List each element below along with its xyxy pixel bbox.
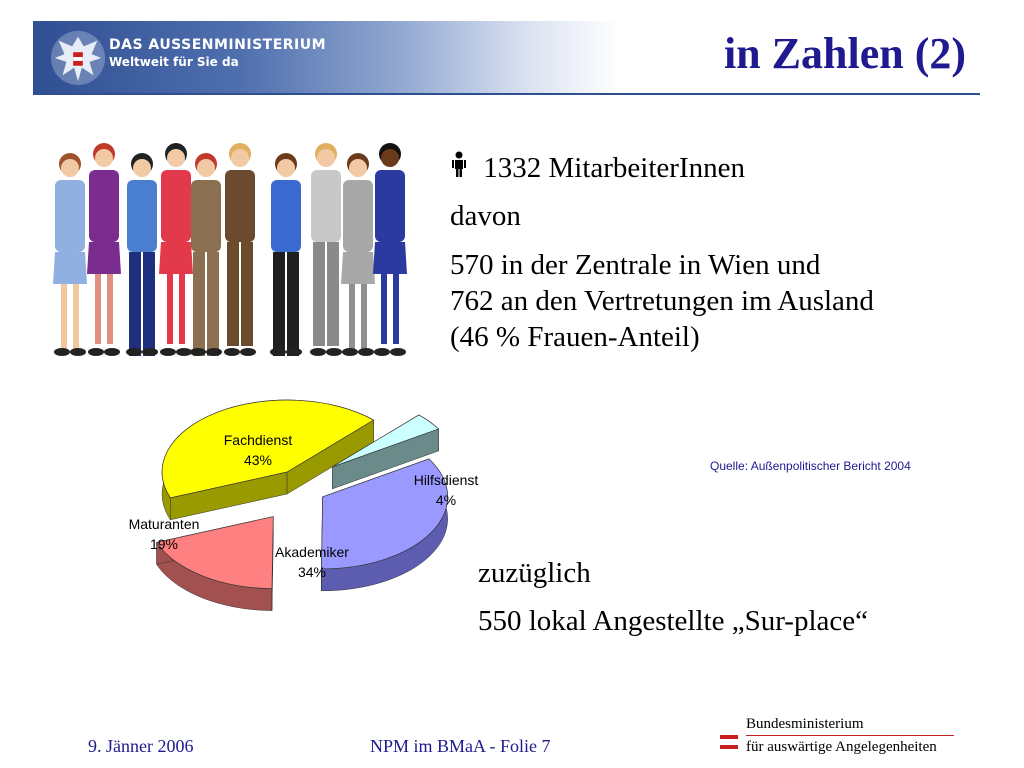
pie-value-fachdienst: 43% [244,452,272,468]
page-title: in Zahlen (2) [723,29,966,78]
person-figure [190,153,222,356]
staff-text-block: 1332 MitarbeiterInnen davon 570 in der Z… [450,150,874,355]
ministry-department: für auswärtige Angelegenheiten [746,739,937,755]
austria-flag-icon [720,735,738,749]
person-figure [53,153,87,356]
person-figure [373,143,407,356]
person-figure [310,143,342,356]
pie-value-hilfsdienst: 4% [436,492,456,508]
person-figure [87,143,121,356]
person-figure [224,143,256,356]
ministry-name: Bundesministerium [746,716,864,732]
footer-slide-info: NPM im BMaA - Folie 7 [370,736,551,756]
brand-name: DAS AUSSENMINISTERIUM [109,37,327,53]
source-note: Quelle: Außenpolitischer Bericht 2004 [710,459,911,473]
ausland-text: 762 an den Vertretungen im Ausland [450,284,874,317]
pie-value-maturanten: 19% [150,536,178,552]
staff-total-line: 1332 MitarbeiterInnen [450,150,874,186]
header-banner: DAS AUSSENMINISTERIUM Weltweit für Sie d… [33,21,980,95]
frauen-anteil-text: (46 % Frauen-Anteil) [450,321,700,353]
pie-slice-fachdienst [161,399,375,521]
pie-label-fachdienst: Fachdienst [224,432,293,448]
pie-value-akademiker: 34% [298,564,326,580]
person-figure [270,153,302,356]
ministry-divider [746,735,954,736]
staff-pie-chart: Fachdienst 43% Hilfsdienst 4% Akademiker 34% M… [129,399,479,611]
brand: DAS AUSSENMINISTERIUM Weltweit für Sie d… [109,37,326,69]
pie-slice-hilfsdienst [332,414,440,490]
pie-label-maturanten: Maturanten [129,516,200,532]
people-group-illustration [53,143,407,356]
local-staff-block: zuzüglich 550 lokal Angestellte „Sur-pla… [478,555,868,640]
staff-total: 1332 MitarbeiterInnen [483,152,745,184]
zentrale-text: 570 in der Zentrale in Wien und [450,248,821,281]
zuzueglich-text: zuzüglich [478,557,591,589]
sur-place-text: 550 lokal Angestellte „Sur-place“ [478,605,868,638]
person-figure [341,153,375,356]
pie-slice-akademiker [320,458,448,592]
person-figure [159,143,193,356]
davon-text: davon [450,200,521,233]
footer-date: 9. Jänner 2006 [88,736,194,756]
eagle-logo-icon [50,30,106,86]
person-icon [450,150,476,186]
brand-slogan: Weltweit für Sie da [109,55,239,69]
pie-slice-maturanten [156,516,274,611]
person-figure [126,153,158,356]
pie-label-akademiker: Akademiker [275,544,349,560]
pie-label-hilfsdienst: Hilfsdienst [414,472,479,488]
